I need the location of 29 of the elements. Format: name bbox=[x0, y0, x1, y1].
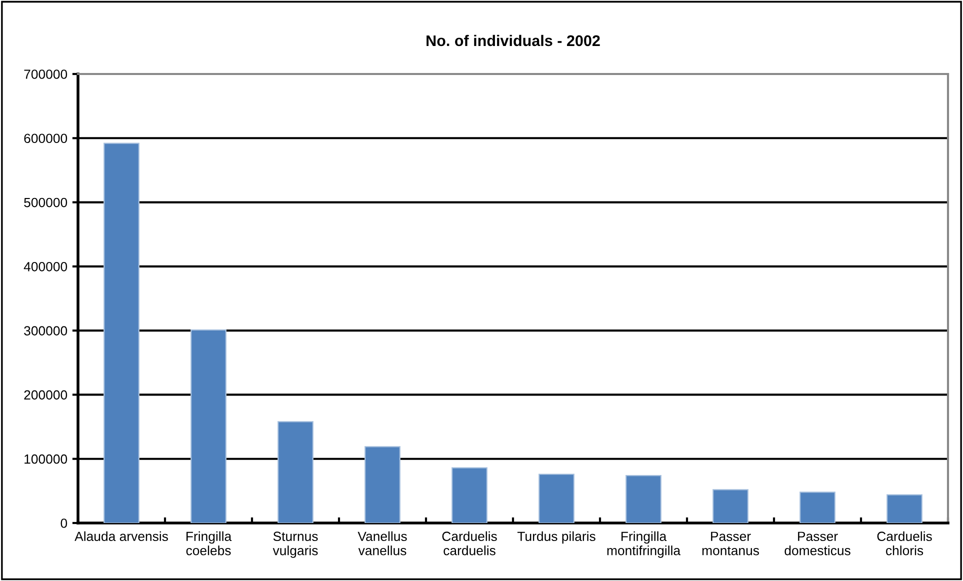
x-tick-label: Passer montanus bbox=[702, 532, 759, 556]
bar bbox=[364, 446, 400, 523]
y-tick-label: 300000 bbox=[24, 326, 68, 336]
x-tick-label: Vanellus vanellus bbox=[358, 531, 407, 556]
x-tick-label: Carduelis chloris bbox=[877, 531, 932, 556]
y-tick-label: 0 bbox=[60, 518, 68, 528]
x-tick-label: Fringilla coelebs bbox=[186, 531, 232, 556]
bar bbox=[104, 142, 140, 523]
y-tick-label: 500000 bbox=[24, 198, 68, 208]
x-tick-label: Turdus pilaris bbox=[517, 531, 596, 544]
x-tick-label: Fringilla montifringilla bbox=[607, 531, 681, 558]
y-tick-label: 200000 bbox=[24, 390, 68, 400]
bar bbox=[712, 489, 748, 523]
y-tick-label: 700000 bbox=[24, 70, 68, 79]
x-tick-label: Carduelis carduelis bbox=[442, 531, 497, 556]
y-tick-label: 600000 bbox=[24, 134, 68, 144]
bar bbox=[626, 474, 662, 523]
bar bbox=[190, 329, 226, 523]
bar bbox=[886, 494, 922, 523]
x-tick-label: Passer domesticus bbox=[784, 532, 850, 556]
bar bbox=[800, 492, 836, 523]
bar bbox=[452, 467, 488, 523]
x-tick-label: Sturnus vulgaris bbox=[272, 532, 318, 558]
bar bbox=[278, 421, 314, 523]
y-tick-label: 400000 bbox=[24, 262, 68, 272]
bar bbox=[538, 474, 574, 523]
chart-title: No. of individuals - 2002 bbox=[426, 34, 600, 46]
x-tick-label: Alauda arvensis bbox=[74, 531, 168, 542]
y-tick-label: 100000 bbox=[24, 454, 68, 464]
